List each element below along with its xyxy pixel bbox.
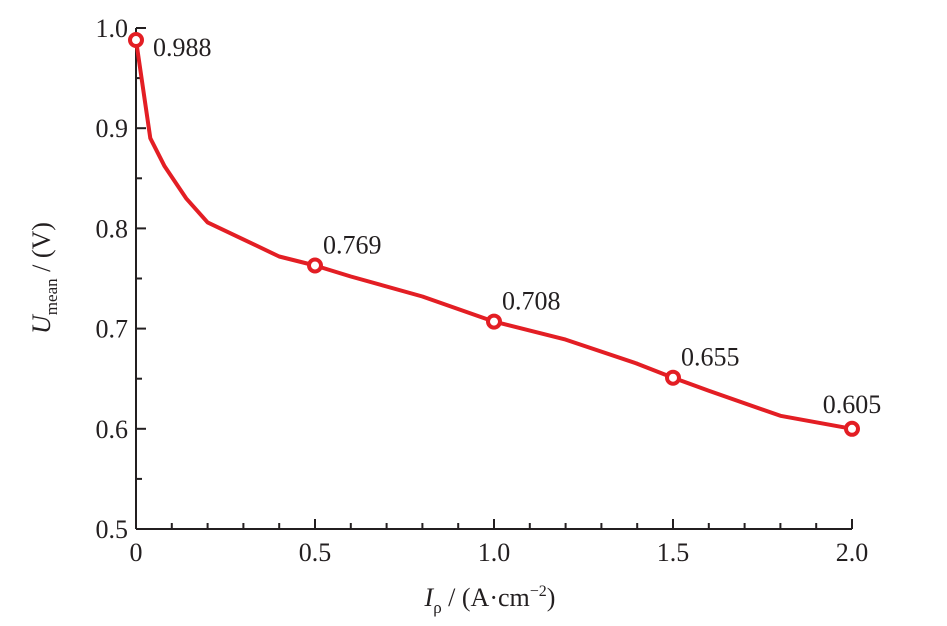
data-point-label: 0.708	[502, 287, 561, 316]
series-line	[134, 38, 854, 431]
ticks	[135, 27, 853, 530]
axes	[135, 28, 852, 530]
y-tick-label: 0.8	[96, 214, 129, 243]
x-tick-label: 0	[130, 538, 143, 567]
x-tick-label: 1.5	[657, 538, 690, 567]
data-labels: 0.988 0.769 0.708 0.655 0.605	[153, 33, 881, 419]
x-axis-unit: / (A·cm	[442, 583, 530, 612]
data-point-label: 0.988	[153, 33, 212, 62]
data-point-marker	[486, 313, 502, 330]
y-axis-variable: U	[27, 313, 56, 334]
y-tick-label: 1.0	[96, 14, 129, 43]
data-point-marker	[307, 257, 323, 274]
y-axis-unit: / (V)	[27, 222, 56, 278]
data-point-label: 0.769	[323, 230, 382, 259]
y-axis-title: Umean / (V)	[27, 222, 61, 334]
x-axis-superscript: −2	[530, 583, 547, 600]
series	[134, 38, 854, 431]
x-tick-label: 2.0	[836, 538, 869, 567]
data-point-label: 0.605	[823, 390, 882, 419]
markers	[128, 32, 860, 437]
data-point-marker	[665, 369, 681, 386]
data-point-label: 0.655	[681, 343, 740, 372]
x-axis-unit-close: )	[547, 583, 556, 612]
y-tick-label: 0.5	[96, 515, 129, 544]
y-axis-subscript: mean	[42, 278, 61, 315]
x-axis-subscript: ρ	[433, 598, 441, 617]
data-point-marker	[844, 420, 860, 437]
x-axis-variable: I	[424, 583, 435, 612]
x-tick-label: 1.0	[478, 538, 511, 567]
x-axis-title: Iρ / (A·cm−2)	[424, 583, 556, 617]
tick-labels: 0 0.5 1.0 1.5 2.00.50.60.70.80.91.0	[96, 14, 869, 567]
data-point-marker	[128, 32, 144, 49]
y-tick-label: 0.6	[96, 415, 129, 444]
y-tick-label: 0.7	[96, 315, 129, 344]
y-tick-label: 0.9	[96, 114, 129, 143]
x-tick-label: 0.5	[299, 538, 332, 567]
